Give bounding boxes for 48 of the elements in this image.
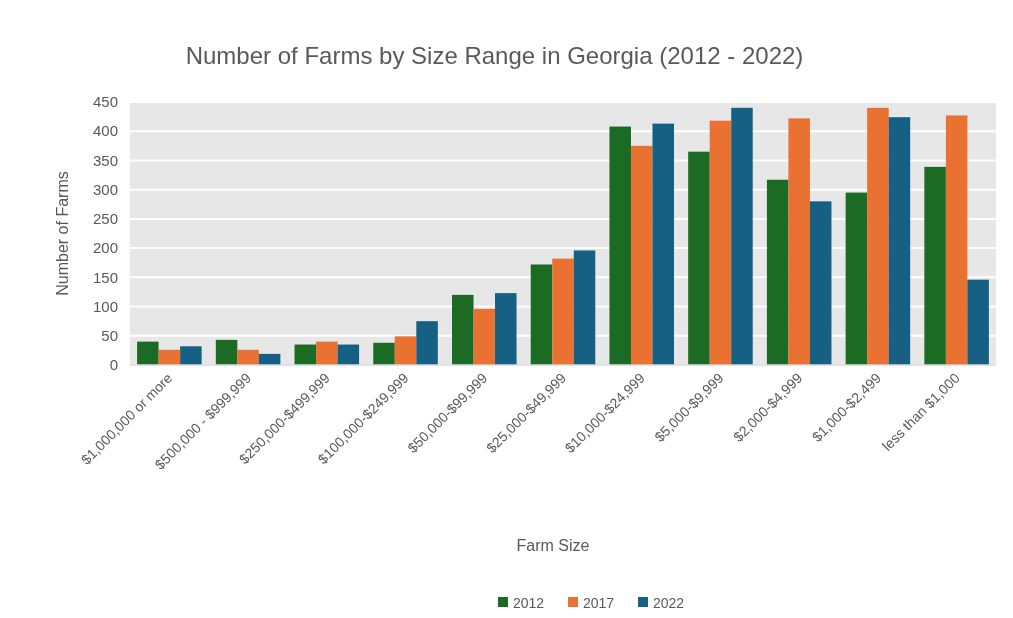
bar [967, 279, 989, 365]
bar [845, 192, 868, 365]
bar [316, 341, 338, 365]
y-tick-label: 450 [92, 93, 118, 111]
bar [215, 339, 238, 365]
bar [373, 342, 395, 365]
bar [237, 349, 259, 365]
x-axis-title: Farm Size [516, 537, 590, 554]
bar [495, 293, 517, 365]
y-tick-label: 0 [109, 356, 118, 374]
chart-title: Number of Farms by Size Range in Georgia (2012 - 2022) [185, 42, 804, 69]
bar [688, 151, 710, 365]
bar [709, 120, 732, 365]
bar [652, 123, 675, 365]
bar [630, 145, 653, 365]
y-tick-label: 400 [92, 122, 118, 140]
y-tick-label: 350 [92, 151, 118, 169]
y-tick-label: 250 [92, 210, 118, 228]
bar [945, 115, 968, 365]
legend-label: 2017 [583, 594, 615, 611]
bar [552, 258, 574, 365]
legend-label: 2022 [653, 594, 685, 611]
bar [924, 166, 946, 365]
bar [530, 264, 553, 365]
bar [766, 179, 789, 365]
bar [473, 308, 496, 365]
bar [158, 349, 181, 365]
y-axis-title: Number of Farms [54, 171, 71, 296]
bar [731, 107, 753, 365]
y-tick-label: 150 [92, 268, 118, 286]
bar [337, 344, 360, 365]
y-tick-label: 200 [92, 239, 118, 257]
y-tick-label: 300 [92, 180, 118, 198]
bar [809, 201, 832, 365]
legend-label: 2012 [513, 594, 545, 611]
bar [788, 118, 810, 365]
bar [609, 126, 631, 365]
bar [573, 250, 596, 365]
bar [888, 117, 911, 365]
y-tick-label: 50 [101, 327, 118, 345]
bar [294, 344, 317, 365]
bar [394, 336, 417, 365]
bar [416, 321, 438, 365]
y-tick-label: 100 [92, 297, 118, 315]
bar [867, 107, 889, 365]
bar [137, 341, 159, 365]
bar [452, 294, 474, 365]
bar [180, 346, 202, 365]
